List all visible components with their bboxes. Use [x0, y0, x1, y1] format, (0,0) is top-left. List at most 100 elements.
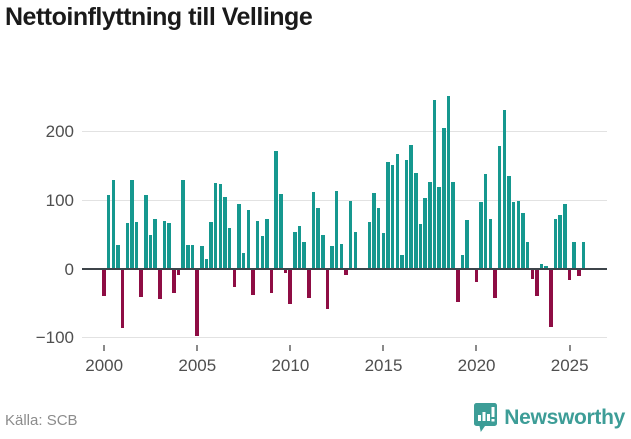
bar [162, 220, 167, 269]
bar [209, 222, 213, 270]
bar [390, 165, 395, 269]
bar [269, 270, 274, 294]
bar [581, 242, 586, 269]
source-label: Källa: SCB [5, 412, 78, 429]
bar [381, 232, 386, 269]
bar [474, 270, 479, 282]
bar [200, 245, 204, 269]
bar [525, 241, 530, 269]
bar [316, 207, 320, 269]
bar [465, 219, 469, 269]
page-title: Nettoinflyttning till Vellinge [5, 3, 313, 31]
bar [186, 244, 190, 269]
bar [325, 270, 330, 309]
bar [502, 110, 507, 269]
bar [181, 180, 185, 269]
bar [330, 245, 334, 269]
bar [488, 218, 493, 269]
bar [395, 154, 400, 269]
bar [511, 202, 516, 269]
bar [111, 180, 116, 269]
bar [530, 270, 535, 279]
bar [227, 227, 232, 270]
x-axis-tick-mark [196, 345, 199, 351]
bar [563, 204, 567, 269]
x-axis-tick-mark [289, 345, 292, 351]
bar [456, 270, 460, 303]
bar [376, 207, 381, 269]
bar-chart-badge-icon [474, 403, 498, 432]
bar [572, 241, 576, 269]
bar [549, 270, 553, 328]
bar [428, 182, 432, 269]
bar [386, 161, 390, 270]
bar [446, 96, 451, 269]
bar [190, 244, 195, 269]
bar [451, 182, 455, 269]
x-axis-tick-label: 2020 [457, 356, 496, 375]
bar [344, 270, 348, 275]
bar [535, 270, 539, 297]
y-axis-tick-label: 100 [45, 190, 74, 210]
bar [400, 254, 404, 269]
bar [404, 160, 409, 269]
bar [297, 226, 302, 269]
x-axis-tick-label: 2000 [85, 356, 124, 375]
x-axis-tick-mark [103, 345, 105, 351]
bar [293, 231, 297, 269]
bar [158, 270, 162, 299]
bar [241, 253, 246, 269]
bar [567, 270, 572, 281]
bar [558, 215, 562, 269]
bar [130, 179, 134, 269]
x-axis-tick-mark [568, 345, 571, 351]
y-axis-tick-label: 0 [64, 259, 74, 279]
bar [539, 263, 544, 269]
bar [507, 175, 511, 269]
bar [521, 213, 525, 269]
bar [102, 270, 106, 297]
gridline [82, 337, 607, 339]
bar [553, 218, 558, 269]
bar [283, 270, 288, 274]
bar [460, 254, 465, 269]
x-axis-tick-mark [382, 345, 385, 351]
bar [334, 191, 339, 269]
y-axis-tick-label: −100 [35, 328, 74, 348]
bar [437, 187, 441, 269]
bar [139, 270, 143, 297]
bar [204, 258, 209, 269]
bar [172, 270, 176, 294]
bar [251, 270, 255, 295]
bar [246, 209, 251, 269]
bar [148, 235, 153, 269]
bar [577, 270, 581, 276]
bar [372, 193, 376, 269]
x-axis-tick-label: 2010 [271, 356, 310, 375]
bar [167, 222, 171, 269]
bar [423, 198, 427, 269]
bar [321, 234, 325, 269]
bar [255, 220, 260, 269]
bar [176, 270, 181, 275]
x-axis-tick-label: 2025 [550, 356, 589, 375]
bar [223, 196, 227, 269]
bar [144, 195, 148, 269]
bar [544, 266, 548, 270]
bar [311, 192, 316, 269]
bar [442, 128, 446, 269]
bar [409, 145, 413, 270]
bar [353, 231, 358, 269]
bar [125, 222, 130, 269]
bar [213, 183, 218, 269]
bar [288, 270, 292, 304]
bar [307, 270, 311, 298]
bar [279, 194, 283, 269]
bar [260, 236, 265, 269]
bar [237, 204, 241, 269]
bar [232, 270, 237, 288]
newsworthy-logo[interactable]: Newsworthy [474, 403, 625, 432]
bar [120, 270, 125, 328]
bar [195, 270, 199, 336]
x-axis-tick-label: 2005 [178, 356, 217, 375]
